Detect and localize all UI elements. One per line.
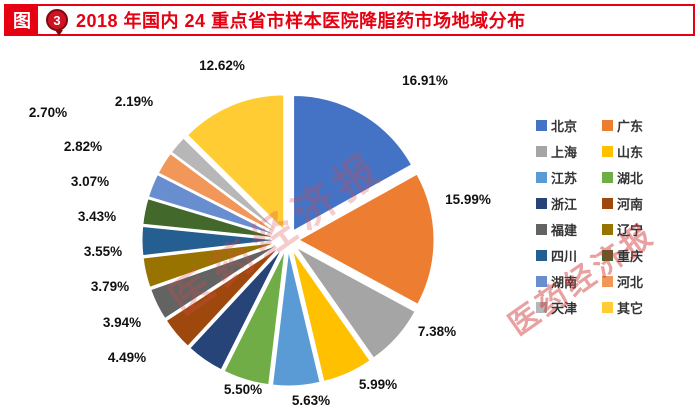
- legend-item-湖南: 湖南: [536, 273, 598, 290]
- pie-slice-湖北: [223, 250, 286, 386]
- legend-label: 福建: [551, 222, 578, 238]
- pie-slice-河北: [157, 152, 279, 235]
- legend-swatch-icon: [536, 249, 547, 261]
- pie-chart: 16.91% 15.99% 7.38% 5.99% 5.63% 5.50% 4.49% 3.9…: [29, 58, 491, 408]
- data-label-辽宁: 3.55%: [84, 244, 122, 259]
- legend-swatch-icon: [536, 197, 547, 209]
- legend-item-山东: 山东: [602, 143, 644, 160]
- data-label-上海: 7.38%: [418, 324, 456, 339]
- pie-slice-上海: [295, 246, 416, 359]
- legend-item-广东: 广东: [602, 117, 644, 134]
- data-label-江苏: 5.63%: [292, 393, 330, 408]
- pie-slice-福建: [150, 244, 279, 320]
- legend-swatch-icon: [602, 223, 613, 235]
- legend-label: 广东: [617, 118, 644, 134]
- legend-item-江苏: 江苏: [536, 169, 598, 186]
- pie-slice-河南: [165, 246, 280, 347]
- legend-label: 其它: [617, 300, 644, 316]
- legend-swatch-icon: [536, 119, 547, 131]
- legend-label: 四川: [551, 248, 578, 264]
- legend-swatch-icon: [536, 275, 547, 287]
- data-label-浙江: 4.49%: [108, 350, 146, 365]
- data-label-湖北: 5.50%: [224, 382, 262, 397]
- data-label-天津: 2.19%: [115, 94, 153, 109]
- figure-number: 3: [53, 12, 61, 28]
- legend-swatch-icon: [602, 249, 613, 261]
- legend-item-上海: 上海: [536, 143, 598, 160]
- pie-slice-天津: [170, 137, 281, 234]
- pie-slice-江苏: [271, 250, 321, 387]
- legend-swatch-icon: [602, 275, 613, 287]
- pie-slice-广东: [297, 173, 435, 305]
- legend-item-北京: 北京: [536, 117, 598, 134]
- data-label-广东: 15.99%: [445, 192, 491, 207]
- figure-number-badge: 3: [46, 9, 68, 36]
- legend-label: 上海: [551, 144, 578, 160]
- pie-slice-湖南: [147, 174, 279, 237]
- data-label-河北: 2.70%: [29, 105, 67, 120]
- legend-label: 江苏: [551, 170, 578, 186]
- pie-slice-重庆: [142, 198, 278, 239]
- pie-slice-山东: [292, 249, 371, 382]
- legend-label: 河北: [617, 274, 644, 290]
- data-label-四川: 3.43%: [78, 209, 116, 224]
- legend-swatch-icon: [536, 145, 547, 157]
- legend-label: 湖南: [551, 274, 578, 290]
- figure-label: 图: [13, 11, 31, 31]
- legend-label: 北京: [551, 118, 578, 134]
- legend-swatch-icon: [536, 301, 547, 313]
- legend-label: 浙江: [551, 196, 578, 212]
- legend-label: 天津: [551, 300, 578, 316]
- legend-item-湖北: 湖北: [602, 169, 644, 186]
- legend-label: 湖北: [617, 170, 644, 186]
- legend-item-河北: 河北: [602, 273, 644, 290]
- legend-label: 重庆: [617, 248, 644, 264]
- legend-item-其它: 其它: [602, 299, 644, 316]
- legend-swatch-icon: [536, 223, 547, 235]
- chart-title: 2018 年国内 24 重点省市样本医院降脂药市场地域分布: [76, 11, 526, 31]
- data-label-山东: 5.99%: [359, 377, 397, 392]
- pie-slice-四川: [141, 225, 278, 257]
- legend-swatch-icon: [602, 145, 613, 157]
- data-label-河南: 3.94%: [103, 315, 141, 330]
- legend-label: 山东: [617, 144, 644, 160]
- pie-slice-其它: [186, 94, 285, 232]
- pie-slice-北京: [293, 95, 413, 232]
- data-label-湖南: 2.82%: [64, 139, 102, 154]
- legend-swatch-icon: [602, 119, 613, 131]
- legend-swatch-icon: [602, 301, 613, 313]
- legend-item-河南: 河南: [602, 195, 644, 212]
- legend: 北京 广东上海 山东江苏 湖北浙江 河南福建 辽宁四川 重庆湖南 河北天津 其它: [536, 117, 644, 316]
- legend-item-天津: 天津: [536, 299, 598, 316]
- data-label-福建: 3.79%: [91, 279, 129, 294]
- pie-slice-辽宁: [142, 241, 278, 288]
- data-label-其它: 12.62%: [199, 58, 245, 73]
- legend-item-浙江: 浙江: [536, 195, 598, 212]
- legend-item-辽宁: 辽宁: [602, 221, 644, 238]
- legend-swatch-icon: [602, 171, 613, 183]
- data-label-北京: 16.91%: [402, 73, 448, 88]
- data-label-重庆: 3.07%: [71, 174, 109, 189]
- legend-swatch-icon: [602, 197, 613, 209]
- legend-label: 河南: [617, 196, 644, 212]
- title-bar: 图 3 2018 年国内 24 重点省市样本医院降脂药市场地域分布: [4, 4, 695, 36]
- legend-item-福建: 福建: [536, 221, 598, 238]
- pie-slice-浙江: [189, 248, 283, 371]
- legend-swatch-icon: [536, 171, 547, 183]
- legend-item-重庆: 重庆: [602, 247, 644, 264]
- legend-label: 辽宁: [617, 222, 644, 238]
- figure-label-box: 图: [6, 6, 38, 34]
- legend-item-四川: 四川: [536, 247, 598, 264]
